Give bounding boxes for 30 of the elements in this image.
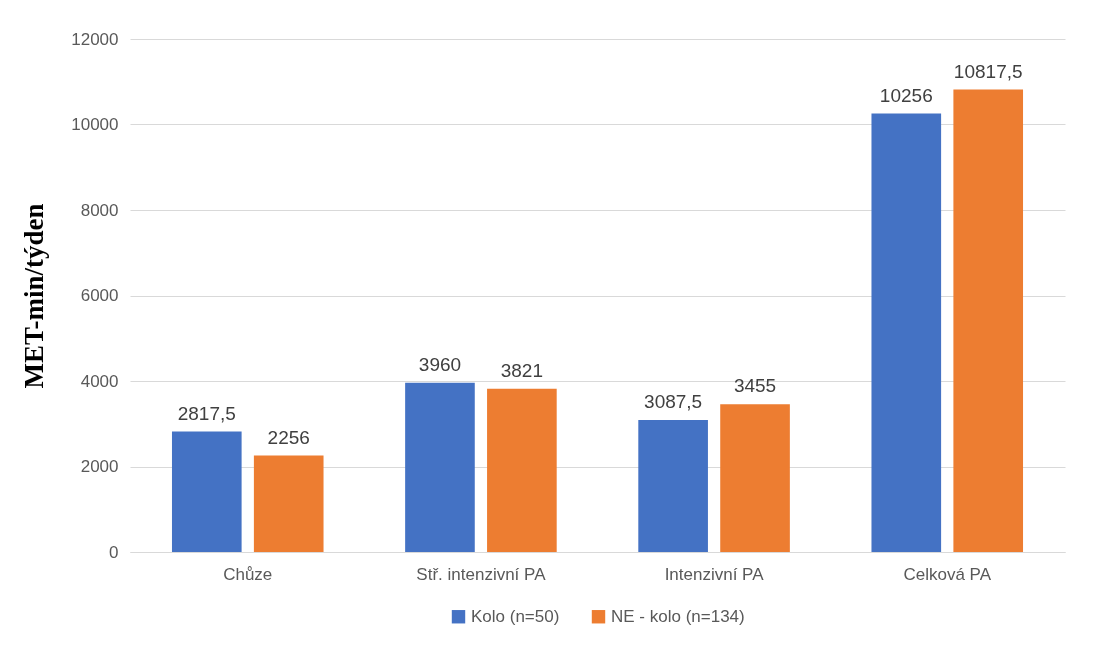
data-label: 10256 (879, 84, 933, 106)
data-label: 10817,5 (953, 60, 1023, 82)
data-label: 3087,5 (644, 391, 703, 413)
y-tick-label: 8000 (80, 200, 119, 220)
bar (487, 388, 557, 552)
y-tick-label: 4000 (80, 371, 119, 391)
data-label: 2256 (267, 426, 310, 448)
x-tick-label: Celková PA (903, 564, 992, 584)
bar (171, 431, 242, 552)
data-label: 3455 (733, 375, 777, 397)
y-tick-label: 0 (109, 542, 119, 562)
bar (720, 404, 790, 552)
x-tick-label: Chůze (223, 564, 273, 584)
data-label: 2817,5 (177, 402, 236, 424)
legend-label: NE - kolo (n=134) (611, 606, 745, 626)
bar (253, 455, 324, 552)
x-tick-label: Stř. intenzivní PA (416, 564, 547, 584)
y-tick-label: 2000 (80, 457, 119, 476)
y-tick-label: 6000 (80, 286, 119, 305)
y-axis-title: MET-min/týden (19, 203, 50, 389)
y-tick-label: 10000 (71, 115, 119, 134)
data-label: 3960 (418, 353, 462, 375)
bar (405, 382, 475, 552)
y-tick-label: 12000 (71, 29, 119, 49)
x-tick-label: Intenzivní PA (664, 564, 765, 584)
legend-label: Kolo (n=50) (471, 606, 560, 626)
bar (953, 89, 1024, 552)
bar (871, 113, 942, 552)
bar (638, 420, 708, 552)
data-label: 3821 (500, 359, 544, 381)
